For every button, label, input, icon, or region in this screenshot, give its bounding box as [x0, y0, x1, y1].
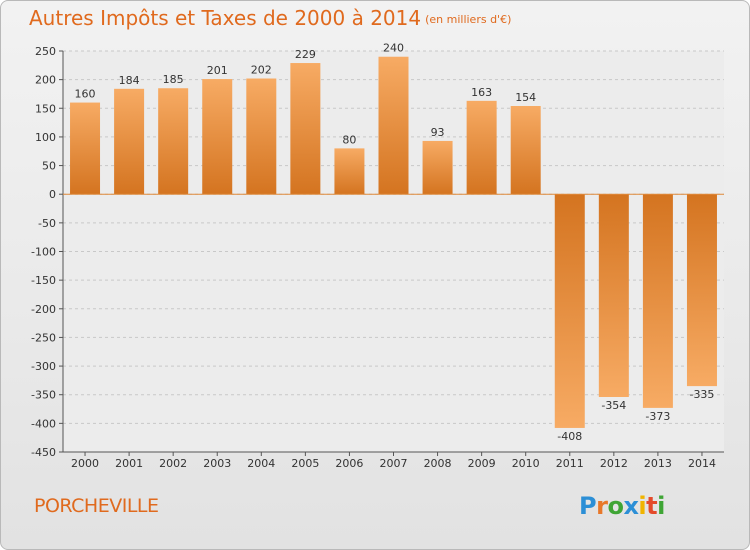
- bar-2013: [642, 194, 673, 408]
- data-label-2011: -408: [557, 430, 582, 443]
- bar-2001: [114, 88, 145, 195]
- y-tick-label: 100: [35, 131, 56, 144]
- x-tick-label-2005: 2005: [291, 457, 319, 470]
- bar-2004: [246, 78, 277, 195]
- bar-2009: [466, 100, 497, 195]
- x-tick-label-2000: 2000: [71, 457, 99, 470]
- x-tick-label-2004: 2004: [247, 457, 275, 470]
- bar-2008: [422, 140, 453, 195]
- y-tick-label: -400: [31, 417, 56, 430]
- place-name: PORCHEVILLE: [34, 495, 159, 517]
- x-tick-label-2003: 2003: [203, 457, 231, 470]
- bar-2003: [202, 79, 233, 195]
- bar-2012: [598, 194, 629, 398]
- data-label-2009: 163: [471, 86, 492, 99]
- x-tick-label-2010: 2010: [512, 457, 540, 470]
- x-tick-label-2012: 2012: [600, 457, 628, 470]
- bar-2011: [554, 194, 585, 428]
- data-label-2012: -354: [601, 399, 626, 412]
- y-tick-label: -350: [31, 389, 56, 402]
- data-label-2000: 160: [75, 88, 96, 101]
- y-tick-label: -50: [38, 217, 56, 230]
- x-tick-label-2008: 2008: [424, 457, 452, 470]
- bar-2006: [334, 148, 365, 195]
- bar-2014: [686, 194, 717, 387]
- x-tick-label-2001: 2001: [115, 457, 143, 470]
- y-tick-label: 50: [42, 160, 56, 173]
- x-tick-label-2007: 2007: [380, 457, 408, 470]
- chart-title-text: Autres Impôts et Taxes de 2000 à 2014: [29, 6, 422, 30]
- data-label-2013: -373: [645, 410, 670, 423]
- x-tick-label-2014: 2014: [688, 457, 716, 470]
- data-label-2007: 240: [383, 42, 404, 55]
- chart-unit-note: (en milliers d'€): [425, 13, 512, 26]
- data-label-2005: 229: [295, 48, 316, 61]
- y-tick-label: -150: [31, 274, 56, 287]
- bar-2007: [378, 56, 409, 195]
- y-tick-label: -300: [31, 360, 56, 373]
- x-tick-label-2006: 2006: [335, 457, 363, 470]
- bar-2005: [290, 63, 321, 195]
- chart-title: Autres Impôts et Taxes de 2000 à 2014 (en…: [29, 6, 511, 30]
- bar-2002: [158, 88, 189, 195]
- data-label-2004: 202: [251, 63, 272, 76]
- data-label-2003: 201: [207, 64, 228, 77]
- y-tick-label: -450: [31, 446, 56, 459]
- data-label-2008: 93: [431, 126, 445, 139]
- y-tick-label: 150: [35, 102, 56, 115]
- data-label-2006: 80: [342, 133, 356, 146]
- y-tick-label: 200: [35, 74, 56, 87]
- y-tick-label: 250: [35, 45, 56, 58]
- data-label-2002: 185: [163, 73, 184, 86]
- y-tick-label: -200: [31, 303, 56, 316]
- y-tick-label: -250: [31, 331, 56, 344]
- y-tick-label: -100: [31, 246, 56, 259]
- data-label-2010: 154: [515, 91, 536, 104]
- x-tick-label-2013: 2013: [644, 457, 672, 470]
- bar-2010: [510, 105, 541, 195]
- proxiti-logo: Proxiti: [579, 492, 665, 520]
- x-tick-label-2009: 2009: [468, 457, 496, 470]
- data-label-2014: -335: [689, 388, 714, 401]
- y-tick-label: 0: [49, 188, 56, 201]
- x-tick-label-2011: 2011: [556, 457, 584, 470]
- data-label-2001: 184: [119, 74, 140, 87]
- x-tick-label-2002: 2002: [159, 457, 187, 470]
- bar-2000: [70, 102, 101, 195]
